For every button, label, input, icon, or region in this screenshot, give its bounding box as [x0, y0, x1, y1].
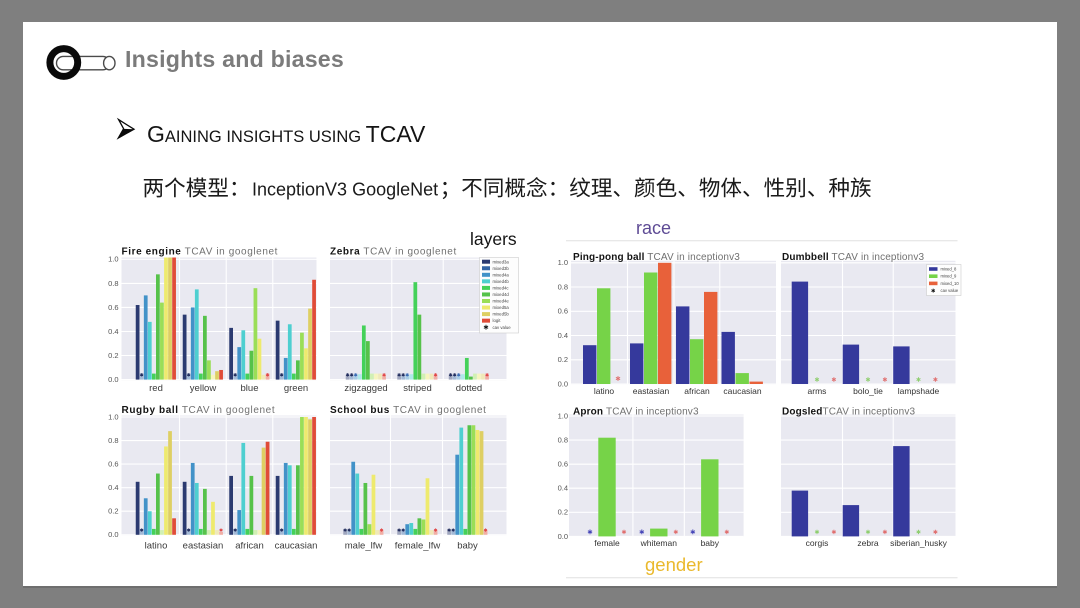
svg-text:1.0: 1.0 — [108, 412, 118, 421]
svg-text:striped: striped — [403, 383, 432, 394]
svg-text:1.0: 1.0 — [558, 258, 568, 267]
svg-text:Rugby ball TCAV in googlenet: Rugby ball TCAV in googlenet — [122, 405, 276, 416]
svg-text:african: african — [235, 541, 264, 552]
svg-text:caucasian: caucasian — [723, 386, 762, 396]
svg-text:latino: latino — [145, 541, 168, 552]
svg-text:bolo_tie: bolo_tie — [853, 386, 883, 396]
svg-text:dotted: dotted — [456, 383, 482, 394]
svg-text:female_lfw: female_lfw — [395, 541, 441, 552]
svg-text:0.6: 0.6 — [558, 460, 568, 469]
svg-text:cav value: cav value — [493, 325, 512, 330]
svg-text:blue: blue — [241, 383, 259, 394]
svg-text:green: green — [284, 383, 308, 394]
svg-text:0.2: 0.2 — [108, 507, 118, 516]
svg-text:InceptionV3 GoogleNet: InceptionV3 GoogleNet — [252, 180, 438, 200]
svg-text:mixed_10: mixed_10 — [941, 281, 960, 286]
svg-text:logit: logit — [493, 318, 502, 323]
svg-text:0.2: 0.2 — [558, 355, 568, 364]
svg-text:mixed4e: mixed4e — [493, 299, 510, 304]
svg-text:0.6: 0.6 — [558, 307, 568, 316]
svg-text:mixed3b: mixed3b — [493, 266, 510, 271]
svg-text:0.6: 0.6 — [108, 460, 118, 469]
svg-text:Zebra TCAV in googlenet: Zebra TCAV in googlenet — [330, 247, 457, 258]
svg-text:female: female — [594, 538, 620, 548]
svg-text:whiteman: whiteman — [640, 538, 678, 548]
svg-text:0.4: 0.4 — [108, 327, 118, 336]
svg-text:0.4: 0.4 — [108, 483, 118, 492]
svg-text:mixed4b: mixed4b — [493, 279, 510, 284]
svg-text:eastasian: eastasian — [183, 541, 224, 552]
svg-text:1.0: 1.0 — [108, 255, 118, 264]
svg-text:Apron TCAV in inceptionv3: Apron TCAV in inceptionv3 — [573, 407, 699, 418]
svg-text:mixed_9: mixed_9 — [941, 274, 957, 279]
svg-text:0.6: 0.6 — [108, 303, 118, 312]
svg-text:School bus TCAV in googlenet: School bus TCAV in googlenet — [330, 405, 487, 416]
svg-text:0.8: 0.8 — [558, 282, 568, 291]
svg-text:arms: arms — [808, 386, 827, 396]
svg-text:0.4: 0.4 — [558, 484, 568, 493]
svg-text:Dumbbell TCAV in inceptionv3: Dumbbell TCAV in inceptionv3 — [782, 252, 925, 263]
svg-text:Ping-pong ball TCAV in incepti: Ping-pong ball TCAV in inceptionv3 — [573, 252, 740, 263]
svg-text:mixed4d: mixed4d — [493, 292, 510, 297]
svg-text:cav value: cav value — [941, 288, 959, 293]
svg-text:siberian_husky: siberian_husky — [890, 538, 947, 548]
svg-text:mixed3a: mixed3a — [493, 259, 510, 264]
svg-text:1.0: 1.0 — [558, 411, 568, 420]
svg-text:mixed5a: mixed5a — [493, 305, 510, 310]
svg-text:caucasian: caucasian — [275, 541, 318, 552]
svg-text:0.2: 0.2 — [558, 508, 568, 517]
svg-text:lampshade: lampshade — [898, 386, 940, 396]
svg-text:0.2: 0.2 — [108, 351, 118, 360]
svg-text:eastasian: eastasian — [633, 386, 670, 396]
svg-text:Fire engine TCAV in googlenet: Fire engine TCAV in googlenet — [122, 247, 279, 258]
svg-text:baby: baby — [701, 538, 720, 548]
svg-text:0.8: 0.8 — [108, 436, 118, 445]
svg-text:mixed5b: mixed5b — [493, 312, 510, 317]
svg-text:mixed4a: mixed4a — [493, 272, 510, 277]
svg-text:zebra: zebra — [857, 538, 879, 548]
svg-text:mixed_8: mixed_8 — [941, 267, 957, 272]
svg-text:baby: baby — [457, 541, 478, 552]
svg-text:0.0: 0.0 — [108, 375, 118, 384]
svg-text:0.4: 0.4 — [558, 331, 568, 340]
svg-text:0.0: 0.0 — [108, 530, 118, 539]
svg-text:DogsledTCAV in inceptionv3: DogsledTCAV in inceptionv3 — [782, 407, 915, 418]
svg-text:0.0: 0.0 — [558, 532, 568, 541]
svg-text:0.0: 0.0 — [558, 379, 568, 388]
svg-text:male_lfw: male_lfw — [345, 541, 383, 552]
svg-text:zigzagged: zigzagged — [344, 383, 387, 394]
svg-text:mixed4c: mixed4c — [493, 286, 510, 291]
svg-text:corgis: corgis — [806, 538, 829, 548]
svg-text:red: red — [149, 383, 163, 394]
svg-text:african: african — [684, 386, 710, 396]
svg-text:yellow: yellow — [190, 383, 217, 394]
svg-text:0.8: 0.8 — [108, 279, 118, 288]
svg-text:latino: latino — [594, 386, 615, 396]
svg-text:0.8: 0.8 — [558, 436, 568, 445]
